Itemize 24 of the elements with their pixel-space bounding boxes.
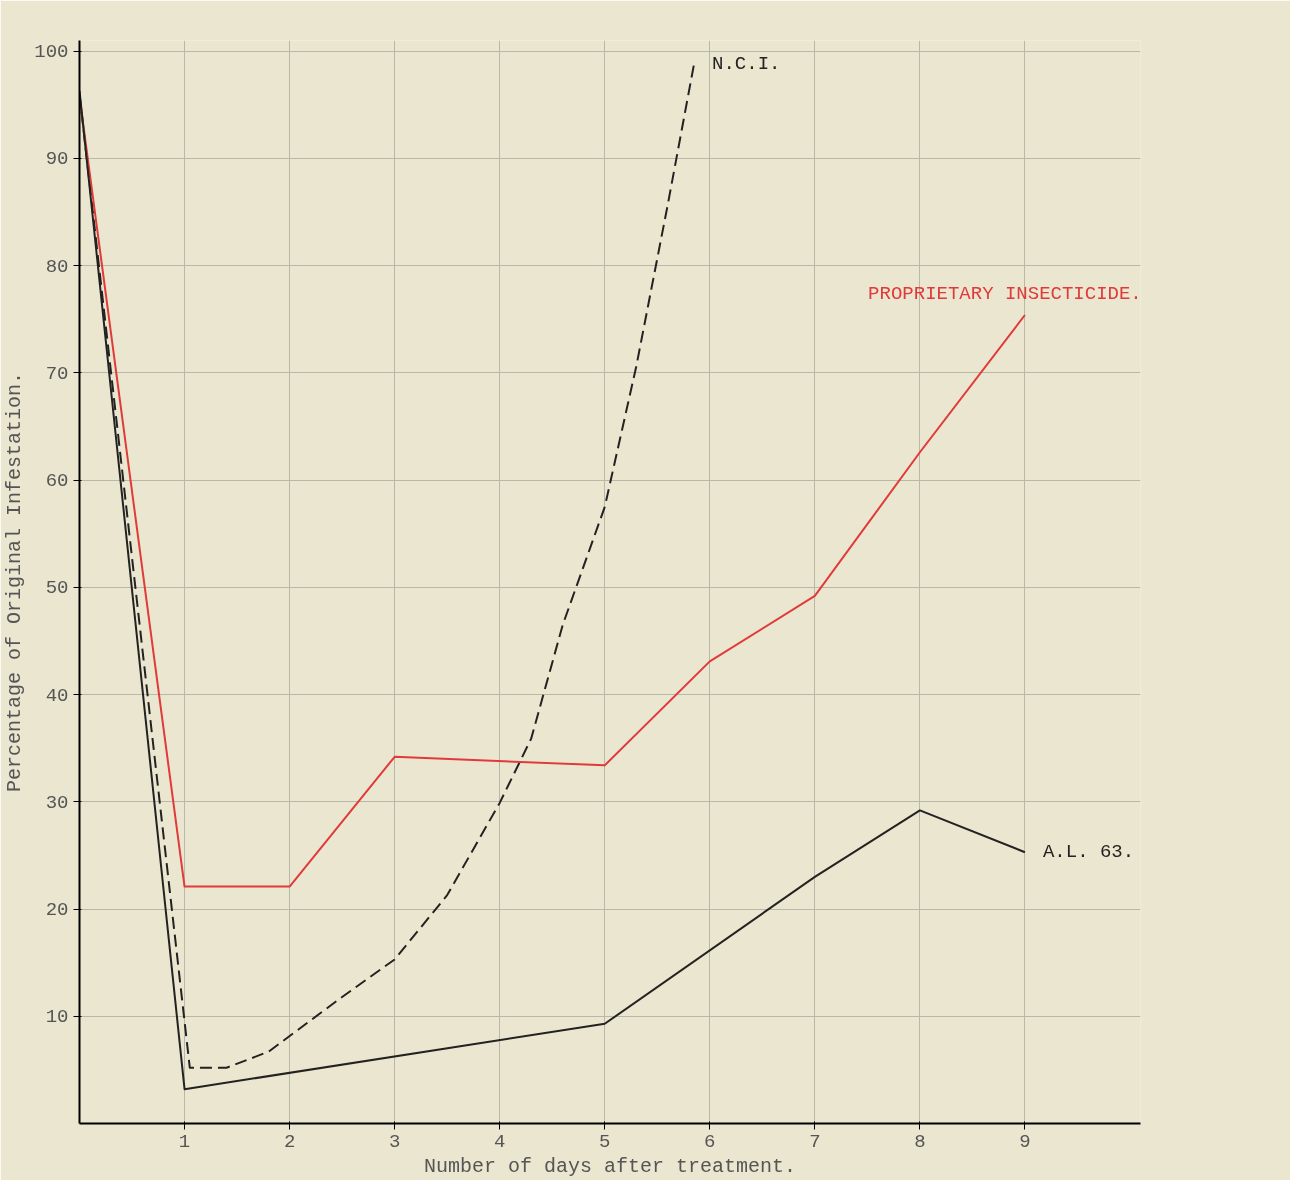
- y-tick-label: 70: [45, 362, 69, 385]
- x-tick-label: 9: [1019, 1130, 1031, 1153]
- y-tick-label: 40: [45, 684, 69, 707]
- x-tick-label: 4: [494, 1130, 506, 1153]
- y-tick-label: 60: [45, 470, 69, 493]
- x-tick-label: 3: [388, 1130, 401, 1153]
- x-tick-label: 7: [809, 1130, 821, 1153]
- y-tick-label: 80: [45, 255, 69, 278]
- x-tick-label: 1: [178, 1130, 191, 1153]
- x-tick-label: 8: [914, 1130, 926, 1153]
- y-tick-label: 10: [45, 1006, 69, 1029]
- y-tick-label: 20: [45, 899, 69, 922]
- x-tick-label: 2: [283, 1130, 296, 1153]
- y-tick-label: 50: [45, 577, 69, 600]
- series-label: N.C.I.: [712, 53, 781, 76]
- series-label: A.L. 63.: [1042, 841, 1135, 864]
- y-tick-label: 100: [34, 41, 69, 64]
- y-tick-label: 30: [45, 791, 69, 814]
- x-tick-label: 5: [599, 1130, 611, 1153]
- series-label: PROPRIETARY INSECTICIDE.: [868, 283, 1142, 305]
- x-axis-title: Number of days after treatment.: [423, 1154, 797, 1178]
- x-tick-label: 6: [704, 1130, 716, 1153]
- y-tick-label: 90: [45, 148, 69, 171]
- y-axis-title: Percentage of Original Infestation.: [3, 371, 27, 793]
